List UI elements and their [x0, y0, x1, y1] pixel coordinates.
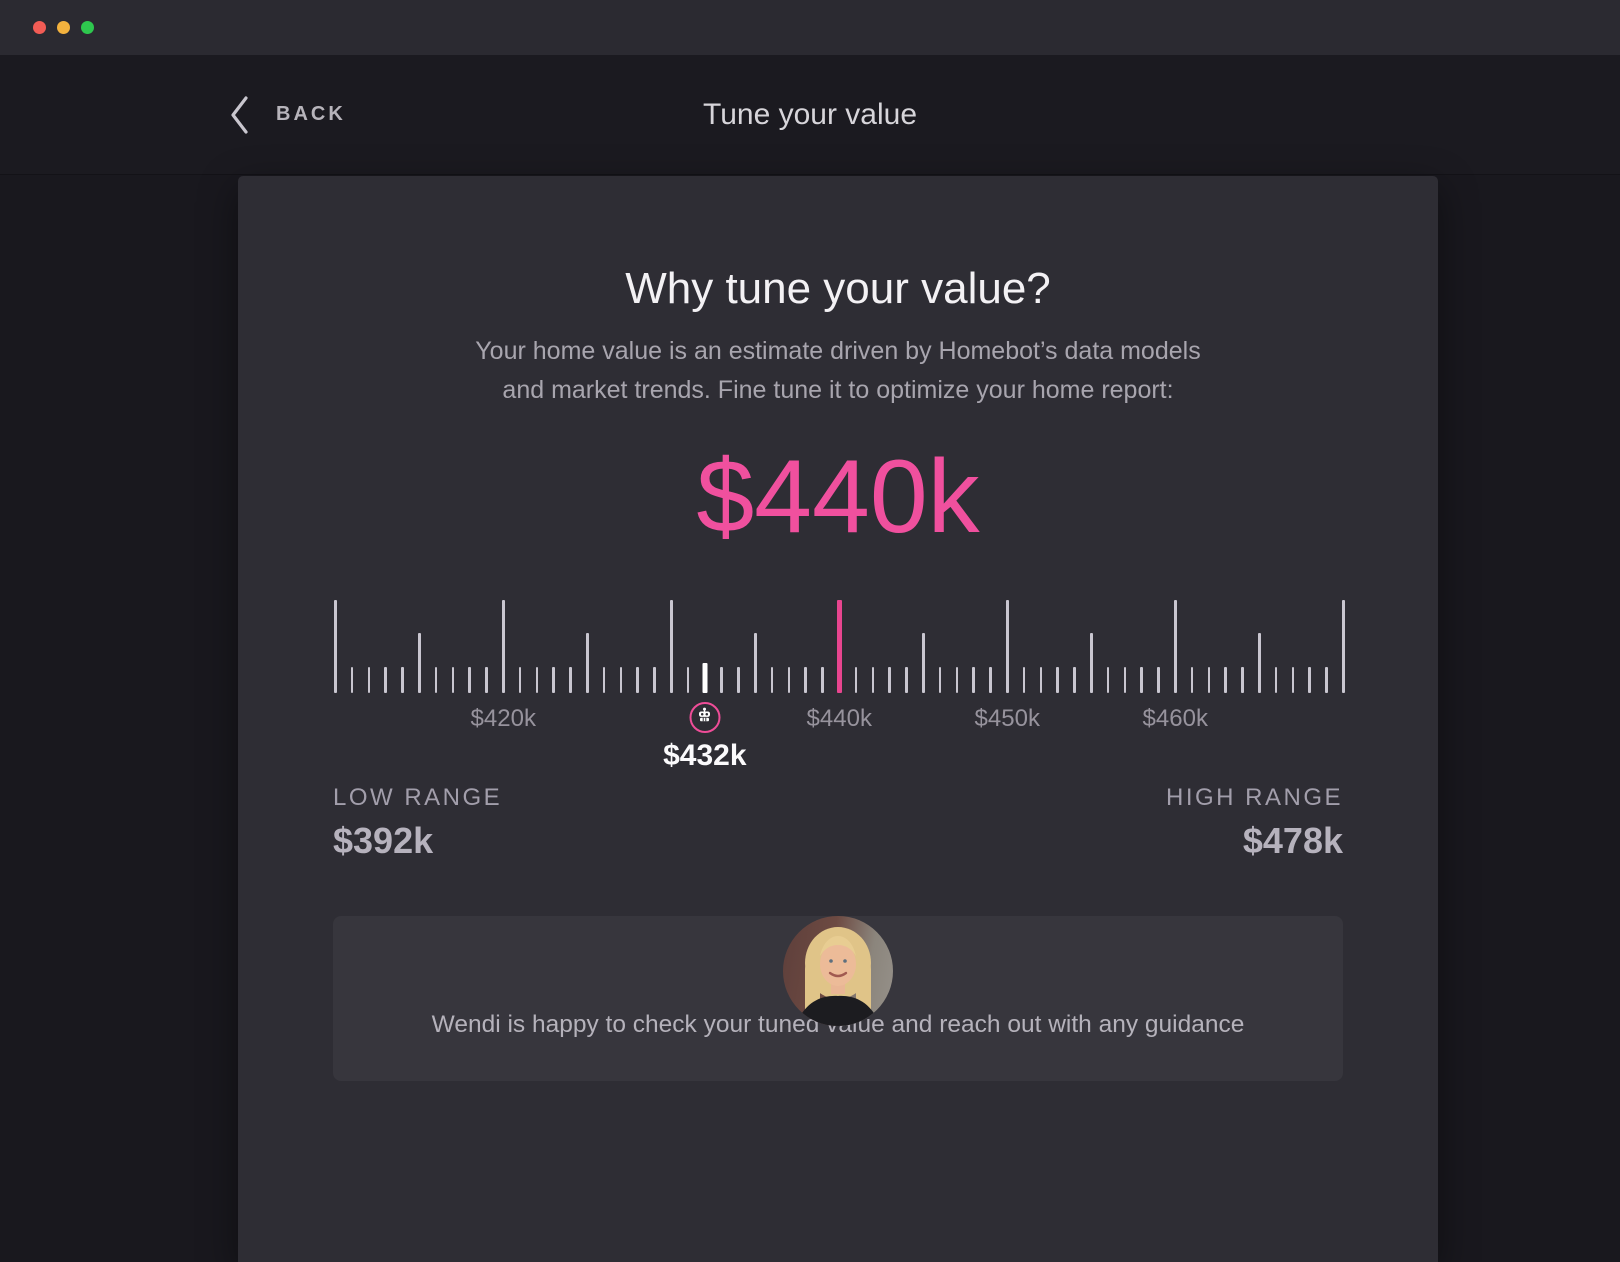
ruler-tick	[854, 666, 858, 693]
tuned-value-tick[interactable]	[702, 662, 708, 693]
ruler-tick	[871, 666, 875, 693]
ruler-tick	[787, 666, 791, 693]
ruler-tick	[1157, 666, 1160, 693]
ruler-tick	[418, 632, 421, 693]
ruler-tick	[737, 666, 740, 693]
intro-description: Your home value is an estimate driven by…	[333, 332, 1343, 410]
ruler-tick	[938, 666, 942, 693]
ruler-tick	[468, 666, 471, 693]
ruler-tick	[586, 632, 589, 693]
high-range-block: HIGH RANGE $478k	[1166, 784, 1343, 862]
ruler-tick	[720, 666, 723, 693]
ruler-tick	[1022, 666, 1026, 693]
ruler-tick	[451, 666, 455, 693]
ruler-tick	[1224, 666, 1227, 693]
ruler-tick	[922, 632, 925, 693]
ruler-tick	[1073, 666, 1076, 693]
minimize-window-icon[interactable]	[57, 21, 70, 34]
ruler-tick	[1039, 666, 1043, 693]
ruler-tick	[384, 666, 387, 693]
ruler-tick	[1258, 632, 1261, 693]
ruler-tick	[636, 666, 639, 693]
maximize-window-icon[interactable]	[81, 21, 94, 34]
ruler-tick	[1140, 666, 1143, 693]
ruler-tick	[434, 666, 438, 693]
back-button[interactable]: BACK	[228, 55, 346, 174]
ruler-ticks	[334, 599, 1345, 693]
ruler-tick	[1274, 666, 1278, 693]
tuned-home-value: $440k	[696, 439, 980, 555]
back-button-label: BACK	[276, 103, 346, 125]
high-range-value: $478k	[1242, 819, 1343, 861]
ruler-tick-label: $460k	[1142, 704, 1208, 732]
ruler-tick	[1207, 666, 1211, 693]
ruler-tick	[367, 666, 371, 693]
ruler-tick	[1123, 666, 1127, 693]
advisor-avatar	[783, 915, 893, 1026]
app-header: BACK Tune your value	[0, 55, 1620, 175]
ruler-tick	[905, 666, 908, 693]
ruler-tick	[1174, 599, 1177, 693]
ruler-tick	[670, 599, 673, 693]
ruler-tick	[1090, 632, 1093, 693]
ruler-tick	[1006, 599, 1009, 693]
ruler-tick	[1291, 666, 1295, 693]
ruler-tick	[1342, 599, 1345, 693]
ruler-tick	[989, 666, 992, 693]
ruler-tick-label: $450k	[974, 704, 1040, 732]
ruler-tick	[686, 666, 690, 693]
low-range-block: LOW RANGE $392k	[333, 784, 502, 862]
value-range-row: LOW RANGE $392k HIGH RANGE $478k	[333, 784, 1343, 862]
low-range-label: LOW RANGE	[333, 783, 503, 811]
ruler-tick	[653, 666, 656, 693]
chevron-left-icon	[228, 92, 276, 138]
ruler-tick	[1325, 666, 1328, 693]
tuned-value-label: $432k	[663, 738, 747, 772]
ruler-tick	[485, 666, 488, 693]
ruler-tick	[955, 666, 959, 693]
homebot-robot-icon	[697, 707, 713, 728]
ruler-tick	[502, 599, 505, 693]
ruler-tick	[350, 666, 354, 693]
ruler-tick	[334, 599, 337, 693]
ruler-tick	[804, 666, 807, 693]
close-window-icon[interactable]	[33, 21, 46, 34]
value-ruler[interactable]: $420k $440k $450k $460k $432k	[334, 599, 1345, 778]
ruler-tick	[602, 666, 606, 693]
estimate-tick	[837, 599, 842, 693]
ruler-tick	[619, 666, 623, 693]
ruler-tick	[535, 666, 539, 693]
ruler-tick	[569, 666, 572, 693]
ruler-tick	[1308, 666, 1311, 693]
ruler-tick	[552, 666, 555, 693]
low-range-value: $392k	[333, 819, 434, 861]
ruler-tick-label: $440k	[806, 704, 872, 732]
ruler-tick	[888, 666, 891, 693]
advisor-section: Wendi is happy to check your tuned value…	[333, 915, 1343, 1081]
ruler-tick	[1056, 666, 1059, 693]
intro-description-line2: and market trends. Fine tune it to optim…	[502, 376, 1174, 404]
ruler-tick	[821, 666, 824, 693]
ruler-tick	[1241, 666, 1244, 693]
tune-value-card: Why tune your value? Your home value is …	[238, 176, 1438, 1262]
intro-heading: Why tune your value?	[625, 264, 1051, 313]
ruler-tick	[770, 666, 774, 693]
intro-description-line1: Your home value is an estimate driven by…	[475, 337, 1201, 365]
ruler-tick	[972, 666, 975, 693]
ruler-tick	[1106, 666, 1110, 693]
ruler-tick	[754, 632, 757, 693]
window-titlebar	[0, 0, 1620, 55]
tuned-value-marker[interactable]	[689, 701, 721, 733]
ruler-tick	[401, 666, 404, 693]
ruler-tick-label: $420k	[470, 704, 536, 732]
ruler-tick	[518, 666, 522, 693]
ruler-tick	[1190, 666, 1194, 693]
high-range-label: HIGH RANGE	[1165, 783, 1343, 811]
